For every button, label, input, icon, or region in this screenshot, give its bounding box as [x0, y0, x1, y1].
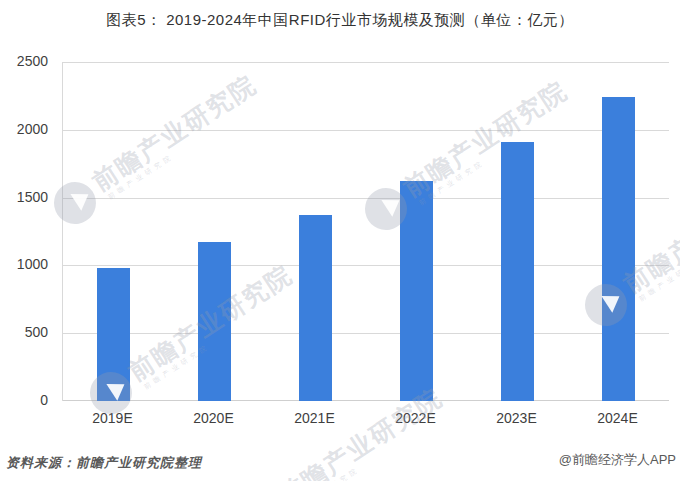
gridline-1000	[63, 265, 669, 266]
plot-area	[62, 62, 669, 401]
gridline-2500	[63, 62, 669, 63]
y-tick-label-2000: 2000	[2, 121, 48, 137]
x-tick-label-2021E: 2021E	[270, 410, 360, 426]
x-tick-label-2023E: 2023E	[472, 410, 562, 426]
bar-2021E	[299, 215, 332, 401]
y-tick-label-2500: 2500	[2, 53, 48, 69]
gridline-1500	[63, 198, 669, 199]
x-tick-label-2020E: 2020E	[169, 410, 259, 426]
y-tick-label-500: 500	[2, 324, 48, 340]
gridline-2000	[63, 130, 669, 131]
chart-title: 图表5： 2019-2024年中国RFID行业市场规模及预测（单位：亿元）	[0, 11, 680, 30]
bar-2023E	[501, 142, 534, 401]
x-tick-label-2019E: 2019E	[68, 410, 158, 426]
bar-2022E	[400, 181, 433, 401]
y-tick-label-1000: 1000	[2, 256, 48, 272]
bar-2019E	[97, 268, 130, 401]
footer-source: 资料来源：前瞻产业研究院整理	[6, 454, 202, 472]
bar-2024E	[602, 97, 635, 401]
bar-2020E	[198, 242, 231, 401]
chart-page: { "title": "图表5： 2019-2024年中国RFID行业市场规模及…	[0, 0, 680, 481]
x-tick-label-2024E: 2024E	[573, 410, 663, 426]
x-tick-label-2022E: 2022E	[371, 410, 461, 426]
x-axis-line	[63, 400, 669, 401]
y-tick-label-1500: 1500	[2, 189, 48, 205]
footer-credit: @前瞻经济学人APP	[559, 451, 676, 469]
gridline-500	[63, 333, 669, 334]
y-tick-label-0: 0	[2, 392, 48, 408]
